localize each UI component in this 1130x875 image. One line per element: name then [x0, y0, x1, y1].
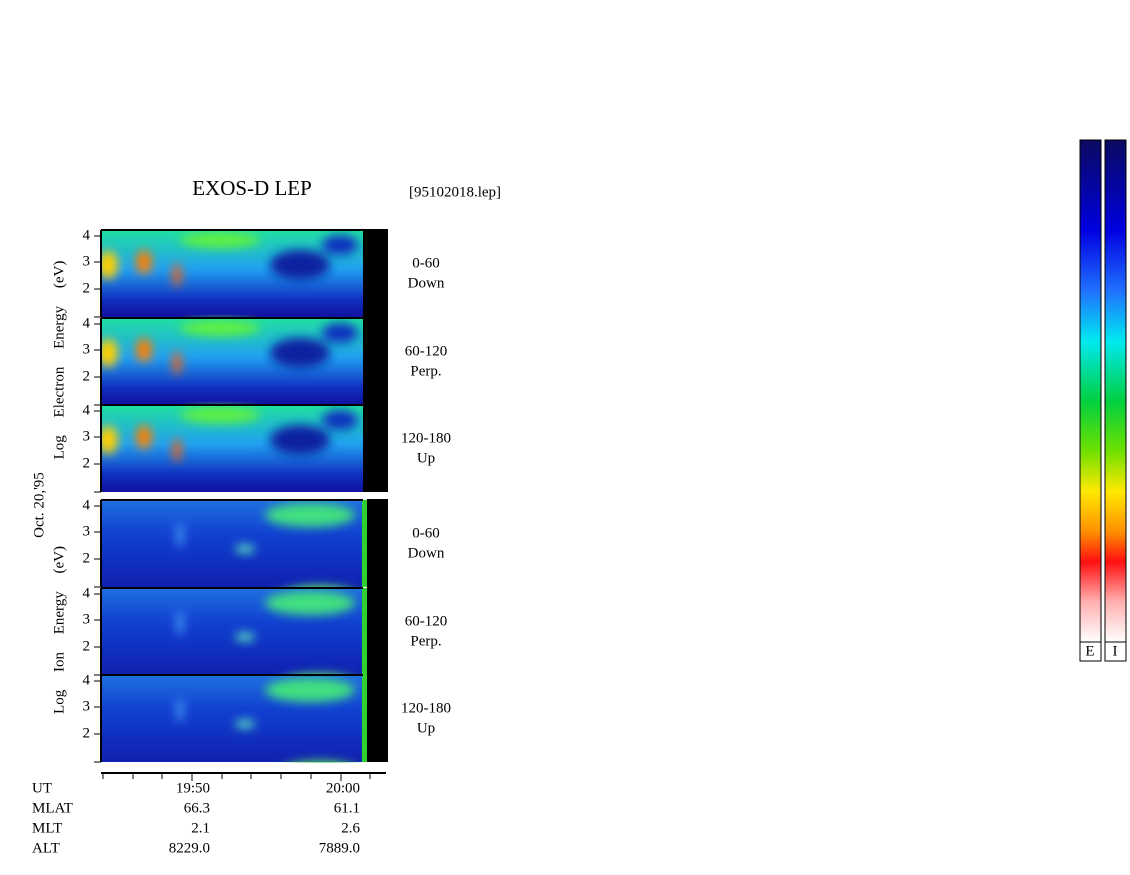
colorbar-label: E [1085, 643, 1094, 659]
pitch-angle: 60-120 [405, 343, 448, 359]
spectrogram-features [101, 320, 358, 375]
spectrogram-feature [235, 633, 255, 641]
ephemeris-value: 2.6 [341, 820, 360, 836]
direction: Down [408, 545, 445, 561]
spectrogram-feature [136, 338, 152, 362]
spectrogram-feature [235, 720, 255, 728]
y-tick-label: 4 [83, 585, 91, 601]
y-tick-label: 4 [83, 497, 91, 513]
data-edge [362, 500, 367, 587]
ephemeris-value: 7889.0 [319, 840, 360, 856]
data-edge [362, 675, 367, 762]
spectrogram-feature [235, 545, 255, 553]
spectrogram-features [101, 232, 358, 287]
date-label: Oct. 20,'95 [31, 472, 47, 538]
spectrogram-feature [270, 250, 330, 280]
ion-axis-label: Log Ion Energy (eV) [51, 546, 67, 714]
spectrogram-feature [176, 698, 184, 722]
ephemeris-label: MLT [32, 820, 62, 836]
ephemeris-value: 8229.0 [169, 840, 210, 856]
spectrogram-feature [180, 232, 260, 248]
y-tick-label: 3 [83, 698, 91, 714]
x-axis-ticks [102, 773, 371, 781]
direction: Up [417, 720, 435, 736]
y-tick-label: 3 [83, 523, 91, 539]
y-tick-label: 3 [83, 428, 91, 444]
spectrogram-feature [300, 765, 360, 777]
ephemeris-label: ALT [32, 840, 60, 856]
spectrogram-feature [322, 323, 358, 343]
spectrogram-feature [270, 338, 330, 368]
spectrogram-feature [101, 251, 118, 279]
spectrogram-features [176, 678, 355, 763]
y-tick-label: 4 [83, 227, 91, 243]
colorbar-electron [1079, 139, 1102, 643]
y-tick-label: 3 [83, 341, 91, 357]
spectrogram-feature [101, 426, 118, 454]
y-tick-label: 2 [83, 280, 91, 296]
spectrogram-feature [322, 410, 358, 430]
direction: Perp. [410, 363, 441, 379]
direction: Perp. [410, 633, 441, 649]
ephemeris-label: MLAT [32, 800, 73, 816]
ephemeris-label: UT [32, 780, 52, 796]
colorbar-ion [1104, 139, 1127, 643]
direction: Down [408, 275, 445, 291]
colorbar-label-box [1079, 641, 1102, 662]
ephemeris-value: 66.3 [184, 800, 210, 816]
spectrogram-feature [173, 351, 181, 375]
spectrogram-feature [180, 407, 260, 423]
spectrogram-feature [176, 523, 184, 547]
pitch-angle: 0-60 [412, 525, 440, 541]
no-data [363, 317, 388, 405]
y-tick-label: 4 [83, 315, 91, 331]
spectrogram-feature [270, 425, 330, 455]
ephemeris-value: 19:50 [176, 780, 210, 796]
pitch-angle: 0-60 [412, 255, 440, 271]
ephemeris-value: 2.1 [191, 820, 210, 836]
no-data [367, 674, 388, 762]
y-tick-label: 2 [83, 638, 91, 654]
y-tick-label: 4 [83, 672, 91, 688]
spectrogram-features [101, 407, 358, 462]
pitch-angle: 120-180 [401, 430, 451, 446]
y-tick-label: 3 [83, 253, 91, 269]
no-data [367, 587, 388, 675]
spectrogram-feature [265, 678, 355, 702]
colorbar-label-box [1104, 641, 1127, 662]
direction: Up [417, 450, 435, 466]
spectrogram-feature [136, 425, 152, 449]
colorbar-label: I [1113, 643, 1118, 659]
spectrogram-feature [265, 503, 355, 527]
spectrogram-feature [180, 320, 260, 336]
file-name: [95102018.lep] [409, 184, 501, 200]
pitch-angle: 120-180 [401, 700, 451, 716]
electron-axis-label: Log Electron Energy (eV) [51, 261, 67, 460]
y-tick-label: 3 [83, 611, 91, 627]
ephemeris-value: 20:00 [326, 780, 360, 796]
y-tick-label: 4 [83, 402, 91, 418]
spectrogram-feature [136, 250, 152, 274]
spectrogram-feature [173, 263, 181, 287]
ephemeris-value: 61.1 [334, 800, 360, 816]
spectrogram-feature [176, 611, 184, 635]
no-data [363, 229, 388, 317]
y-tick-label: 2 [83, 725, 91, 741]
title: EXOS-D LEP [192, 176, 312, 200]
pitch-angle: 60-120 [405, 613, 448, 629]
spectrogram-feature [322, 235, 358, 255]
spectrogram-feature [101, 339, 118, 367]
no-data [363, 404, 388, 492]
y-tick-label: 2 [83, 550, 91, 566]
no-data [367, 499, 388, 587]
y-tick-label: 2 [83, 455, 91, 471]
spectrogram-feature [265, 591, 355, 615]
spectrogram-feature [297, 761, 343, 763]
y-tick-label: 2 [83, 368, 91, 384]
spectrogram-feature [173, 438, 181, 462]
data-edge [362, 588, 367, 675]
